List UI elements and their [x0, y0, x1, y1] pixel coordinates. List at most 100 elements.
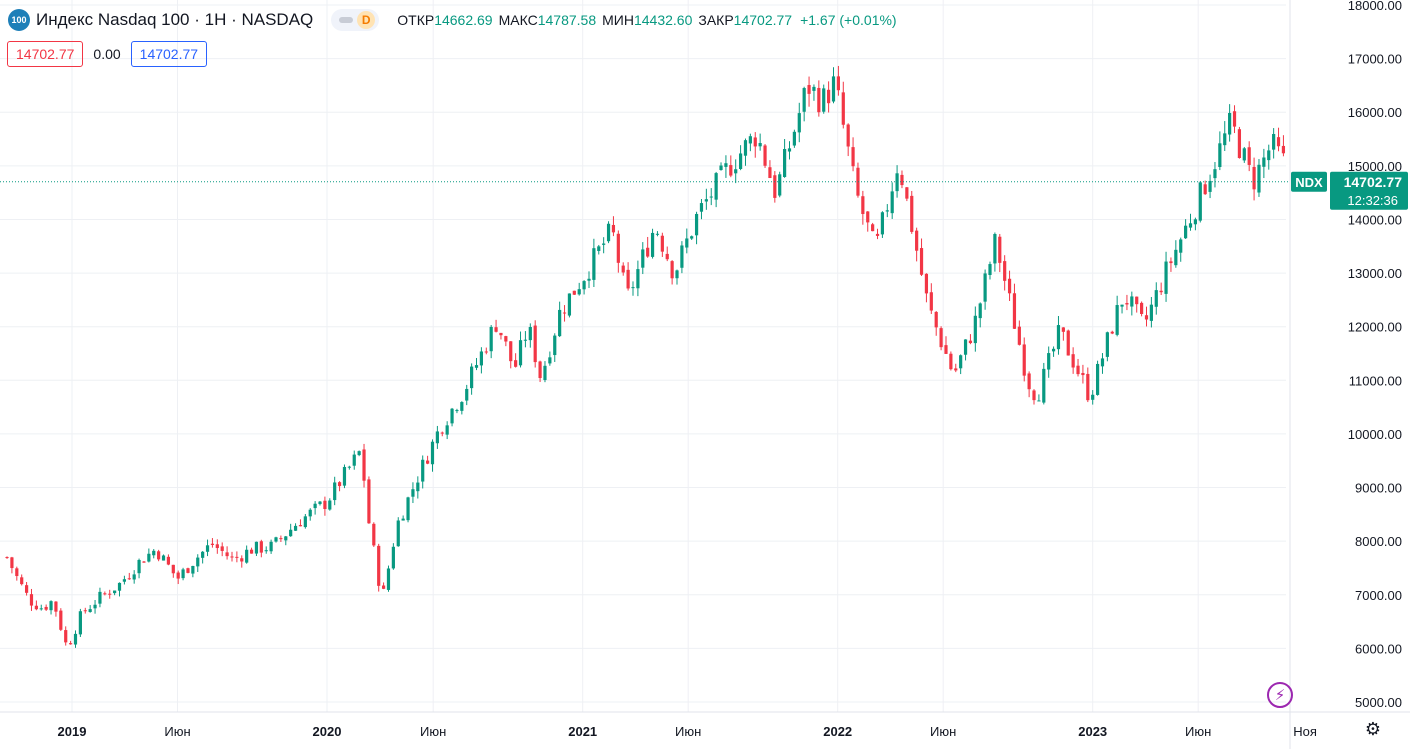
- candle-body[interactable]: [235, 556, 239, 558]
- candle-body[interactable]: [944, 345, 948, 354]
- candle-body[interactable]: [1135, 296, 1139, 305]
- candle-body[interactable]: [240, 558, 244, 562]
- candle-body[interactable]: [269, 541, 273, 552]
- candle-body[interactable]: [533, 325, 537, 363]
- candle-body[interactable]: [822, 88, 826, 112]
- candle-body[interactable]: [802, 88, 806, 112]
- candle-body[interactable]: [494, 327, 498, 332]
- candle-body[interactable]: [655, 233, 660, 235]
- candle-body[interactable]: [1095, 363, 1100, 395]
- candle-body[interactable]: [171, 564, 175, 574]
- candle-body[interactable]: [900, 174, 904, 186]
- candle-body[interactable]: [254, 541, 259, 554]
- candle-body[interactable]: [1169, 261, 1173, 264]
- candle-body[interactable]: [543, 365, 547, 381]
- candle-body[interactable]: [88, 609, 92, 612]
- candle-body[interactable]: [709, 196, 713, 198]
- candle-body[interactable]: [592, 248, 596, 280]
- candle-body[interactable]: [851, 147, 855, 167]
- candle-body[interactable]: [484, 351, 488, 353]
- candle-body[interactable]: [1091, 394, 1095, 400]
- candle-body[interactable]: [1208, 180, 1212, 192]
- candle-body[interactable]: [426, 460, 430, 464]
- candle-body[interactable]: [1184, 225, 1188, 239]
- candle-body[interactable]: [161, 555, 166, 561]
- candle-body[interactable]: [1007, 278, 1012, 294]
- candle-body[interactable]: [64, 630, 68, 643]
- candle-body[interactable]: [264, 550, 268, 552]
- candle-body[interactable]: [29, 594, 34, 606]
- candle-body[interactable]: [1159, 290, 1163, 293]
- candle-body[interactable]: [367, 479, 371, 524]
- candle-body[interactable]: [831, 76, 836, 102]
- candle-body[interactable]: [963, 339, 968, 355]
- candle-body[interactable]: [132, 574, 136, 580]
- candle-body[interactable]: [230, 556, 234, 558]
- candle-body[interactable]: [1086, 373, 1090, 401]
- candle-body[interactable]: [1003, 261, 1007, 281]
- candle-body[interactable]: [411, 489, 415, 497]
- candle-body[interactable]: [406, 497, 410, 521]
- candle-body[interactable]: [489, 326, 493, 352]
- candle-body[interactable]: [362, 449, 366, 481]
- candle-body[interactable]: [142, 561, 146, 563]
- candle-body[interactable]: [225, 552, 229, 557]
- candle-body[interactable]: [1198, 182, 1202, 221]
- candle-body[interactable]: [1154, 290, 1158, 307]
- candle-body[interactable]: [748, 136, 752, 144]
- candle-body[interactable]: [885, 210, 889, 212]
- candle-body[interactable]: [284, 536, 288, 541]
- candle-body[interactable]: [1149, 304, 1153, 321]
- candle-body[interactable]: [919, 248, 924, 275]
- candle-body[interactable]: [518, 340, 523, 366]
- candle-body[interactable]: [298, 525, 303, 527]
- candle-body[interactable]: [1047, 353, 1051, 370]
- candle-body[interactable]: [758, 143, 762, 147]
- candle-body[interactable]: [430, 441, 435, 465]
- candle-body[interactable]: [998, 236, 1002, 263]
- candle-body[interactable]: [1193, 219, 1197, 225]
- candle-body[interactable]: [1242, 148, 1246, 161]
- candle-body[interactable]: [924, 273, 929, 294]
- candle-body[interactable]: [259, 541, 263, 553]
- candle-body[interactable]: [523, 339, 528, 341]
- candle-body[interactable]: [812, 86, 816, 91]
- candle-body[interactable]: [753, 137, 757, 147]
- candle-body[interactable]: [186, 568, 190, 573]
- candle-body[interactable]: [1257, 164, 1261, 193]
- candle-body[interactable]: [1276, 137, 1281, 147]
- candle-body[interactable]: [1071, 354, 1075, 368]
- candle-body[interactable]: [792, 131, 796, 146]
- candle-body[interactable]: [597, 246, 601, 251]
- candle-body[interactable]: [1218, 143, 1222, 168]
- candle-body[interactable]: [313, 503, 317, 509]
- candle-body[interactable]: [137, 559, 141, 574]
- candle-body[interactable]: [611, 224, 616, 233]
- candle-body[interactable]: [59, 610, 63, 630]
- candle-body[interactable]: [342, 466, 347, 486]
- candle-body[interactable]: [514, 360, 518, 367]
- candle-body[interactable]: [1027, 373, 1031, 390]
- lightning-icon[interactable]: ⚡: [1267, 682, 1293, 708]
- candle-body[interactable]: [450, 408, 454, 424]
- candle-body[interactable]: [1037, 400, 1041, 402]
- candle-body[interactable]: [562, 312, 567, 314]
- candle-body[interactable]: [1066, 330, 1070, 356]
- candle-body[interactable]: [978, 303, 982, 319]
- candle-body[interactable]: [685, 238, 689, 248]
- candle-body[interactable]: [1140, 302, 1144, 314]
- candle-body[interactable]: [1105, 332, 1109, 357]
- candle-body[interactable]: [445, 425, 449, 435]
- candle-body[interactable]: [24, 585, 29, 593]
- candle-body[interactable]: [993, 233, 997, 264]
- candle-body[interactable]: [660, 235, 664, 252]
- candle-body[interactable]: [78, 611, 82, 635]
- candle-body[interactable]: [1188, 223, 1193, 228]
- candle-body[interactable]: [719, 165, 723, 171]
- candle-body[interactable]: [323, 500, 327, 509]
- candle-body[interactable]: [377, 545, 381, 586]
- candle-body[interactable]: [191, 565, 195, 574]
- candle-body[interactable]: [1272, 133, 1276, 150]
- candle-body[interactable]: [567, 293, 572, 316]
- candle-body[interactable]: [215, 544, 219, 549]
